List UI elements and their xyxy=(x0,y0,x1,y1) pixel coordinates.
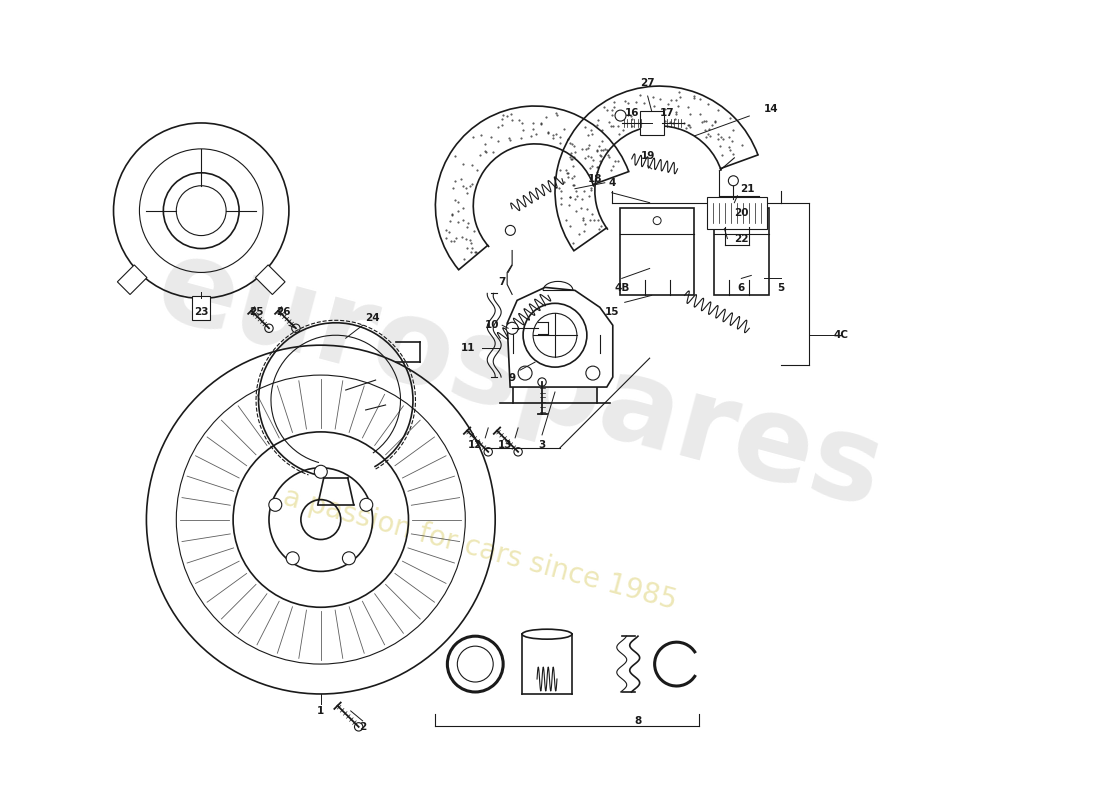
Circle shape xyxy=(268,498,282,511)
FancyBboxPatch shape xyxy=(707,197,767,229)
Circle shape xyxy=(615,110,626,121)
Text: 2: 2 xyxy=(359,722,366,732)
Circle shape xyxy=(586,366,600,380)
Polygon shape xyxy=(255,265,285,294)
Text: eurospares: eurospares xyxy=(145,228,895,532)
Text: 11: 11 xyxy=(461,343,475,353)
Circle shape xyxy=(518,366,532,380)
Text: 23: 23 xyxy=(194,307,209,318)
Text: 14: 14 xyxy=(763,104,779,114)
Text: 24: 24 xyxy=(365,314,380,323)
Text: 16: 16 xyxy=(625,108,639,118)
Circle shape xyxy=(506,322,518,334)
Circle shape xyxy=(728,176,738,186)
Polygon shape xyxy=(118,265,147,294)
Text: 21: 21 xyxy=(740,184,755,194)
FancyBboxPatch shape xyxy=(714,208,769,295)
Text: 10: 10 xyxy=(485,320,499,330)
FancyBboxPatch shape xyxy=(640,111,663,135)
Text: 17: 17 xyxy=(660,108,675,118)
Text: 4C: 4C xyxy=(834,330,848,340)
Text: 4B: 4B xyxy=(614,283,629,294)
Ellipse shape xyxy=(522,630,572,639)
Text: 7: 7 xyxy=(498,278,506,287)
Text: 12: 12 xyxy=(468,440,483,450)
Circle shape xyxy=(286,552,299,565)
Circle shape xyxy=(315,466,328,478)
Circle shape xyxy=(738,217,746,225)
Text: 18: 18 xyxy=(587,174,602,184)
Text: 9: 9 xyxy=(508,373,516,383)
Text: 8: 8 xyxy=(634,716,641,726)
Text: 20: 20 xyxy=(734,208,749,218)
Text: 15: 15 xyxy=(605,307,619,318)
Polygon shape xyxy=(192,296,210,320)
Text: 26: 26 xyxy=(276,307,290,318)
Text: 27: 27 xyxy=(640,78,654,88)
Text: 6: 6 xyxy=(738,283,745,294)
Text: 22: 22 xyxy=(734,234,749,243)
Polygon shape xyxy=(507,287,613,387)
FancyBboxPatch shape xyxy=(619,208,694,295)
Text: 5: 5 xyxy=(778,283,784,294)
Circle shape xyxy=(505,226,515,235)
Text: 13: 13 xyxy=(498,440,513,450)
Circle shape xyxy=(360,498,373,511)
Text: 1: 1 xyxy=(317,706,324,716)
Text: 19: 19 xyxy=(640,151,654,161)
Text: a passion for cars since 1985: a passion for cars since 1985 xyxy=(280,483,680,615)
Circle shape xyxy=(653,217,661,225)
Text: 25: 25 xyxy=(249,307,263,318)
Circle shape xyxy=(342,552,355,565)
Text: 4: 4 xyxy=(608,178,616,188)
Text: 3: 3 xyxy=(538,440,546,450)
